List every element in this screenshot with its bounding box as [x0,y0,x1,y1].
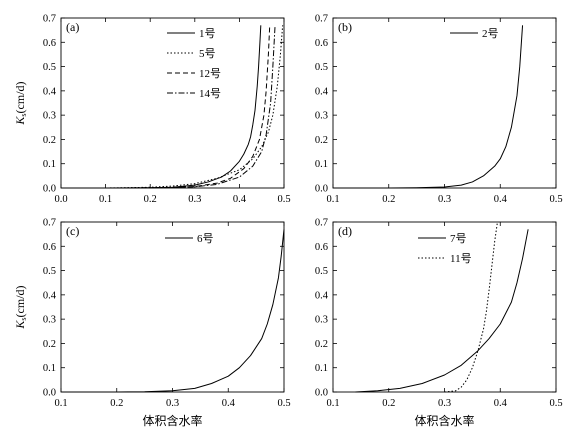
y-tick-label: 0.7 [315,14,328,25]
y-tick-label: 0.6 [315,242,328,253]
y-tick-label: 0.2 [315,339,328,350]
panel-label: (d) [338,224,352,238]
y-tick-label: 0.4 [43,86,57,97]
y-tick-label: 0.4 [315,290,329,301]
y-tick-label: 0.5 [43,62,56,73]
legend-label: 11号 [450,252,472,265]
y-tick-label: 0.6 [43,38,56,49]
y-tick-label: 0.7 [43,218,56,229]
y-tick-label: 0.0 [43,184,56,195]
y-tick-label: 0.2 [43,135,56,146]
x-tick-label: 0.2 [382,194,395,205]
series-line-2 [444,221,498,393]
plot-frame [60,17,285,189]
series-line-1 [61,25,262,189]
series-line-1 [333,25,524,189]
y-tick-label: 0.5 [315,62,328,73]
y-tick-label: 0.5 [43,266,56,277]
y-tick-label: 0.4 [315,86,329,97]
x-tick-label: 0.3 [166,398,179,409]
x-tick-label: 0.5 [277,194,290,205]
plot-frame [332,17,557,189]
y-axis-label-unit: (cm/d) [13,81,27,113]
x-tick-label: 0.4 [222,398,236,409]
series-line-4 [61,25,276,189]
panel-label: (a) [66,20,79,34]
y-tick-label: 0.1 [315,363,328,374]
x-tick-label: 0.2 [110,398,123,409]
plot-frame [332,221,557,393]
y-tick-label: 0.0 [315,388,328,399]
x-tick-label: 0.3 [438,194,451,205]
y-axis-label-symbol: K [13,320,27,330]
y-tick-label: 0.2 [43,339,56,350]
series-line-1 [355,229,529,393]
y-axis-label-subscript: s [19,317,28,320]
y-axis-label-symbol: K [13,116,27,126]
y-axis-label-subscript: s [19,113,28,116]
x-tick-label: 0.0 [54,194,67,205]
legend-label: 7号 [450,232,467,245]
x-tick-label: 0.5 [277,398,290,409]
x-tick-label: 0.3 [188,194,201,205]
x-tick-label: 0.4 [494,398,508,409]
series-line-2 [61,25,284,189]
y-tick-label: 0.4 [43,290,57,301]
x-tick-label: 0.3 [438,398,451,409]
x-axis-label: 体积含水率 [414,413,474,428]
y-tick-label: 0.1 [43,159,56,170]
y-tick-label: 0.0 [43,388,56,399]
panel-d: 0.1 0.2 0.3 0.4 0.50.00.10.20.30.40.50.60.7(… [315,218,563,429]
legend-label: 6号 [197,232,214,245]
legend-label: 5号 [199,47,216,60]
y-tick-label: 0.7 [43,14,56,25]
y-tick-label: 0.0 [315,184,328,195]
series-line-3 [61,25,271,189]
x-tick-label: 0.1 [326,194,339,205]
x-tick-label: 0.4 [494,194,508,205]
y-tick-label: 0.3 [315,111,328,122]
x-tick-label: 0.1 [54,398,67,409]
legend-label: 12号 [199,67,221,80]
y-tick-label: 0.3 [43,111,56,122]
y-tick-label: 0.3 [315,315,328,326]
y-tick-label: 0.6 [315,38,328,49]
y-axis-label: Ks(cm/d) [13,285,28,329]
y-axis-label-unit: (cm/d) [13,285,27,317]
x-tick-label: 0.1 [99,194,112,205]
legend-label: 2号 [482,27,499,40]
x-tick-label: 0.5 [549,398,562,409]
legend-label: 1号 [199,27,216,40]
x-tick-label: 0.1 [326,398,339,409]
series-line-1 [61,229,285,393]
x-tick-label: 0.4 [233,194,247,205]
x-tick-label: 0.5 [549,194,562,205]
y-tick-label: 0.5 [315,266,328,277]
x-tick-label: 0.2 [144,194,157,205]
panel-a: 0.0 0.1 0.2 0.3 0.4 0.5 0.0 0.1 0.2 0.3 0.4 0.5 0.6 0… [13,14,291,206]
legend-label: 14号 [199,87,221,100]
y-tick-label: 0.6 [43,242,56,253]
y-tick-label: 0.2 [315,135,328,146]
panel-label: (b) [338,20,352,34]
panel-label: (c) [66,224,79,238]
panel-b: 0.1 0.2 0.3 0.4 0.50.00.10.20.30.40.50.60.7(… [315,14,563,206]
y-tick-label: 0.3 [43,315,56,326]
x-axis-label: 体积含水率 [142,413,202,428]
panel-c: 0.1 0.2 0.3 0.4 0.50.00.10.20.30.40.50.60.7(… [13,218,291,429]
y-tick-label: 0.1 [315,159,328,170]
x-tick-label: 0.2 [382,398,395,409]
y-axis-label: Ks(cm/d) [13,81,28,125]
y-tick-label: 0.1 [43,363,56,374]
plot-frame [60,221,285,393]
y-tick-label: 0.7 [315,218,328,229]
